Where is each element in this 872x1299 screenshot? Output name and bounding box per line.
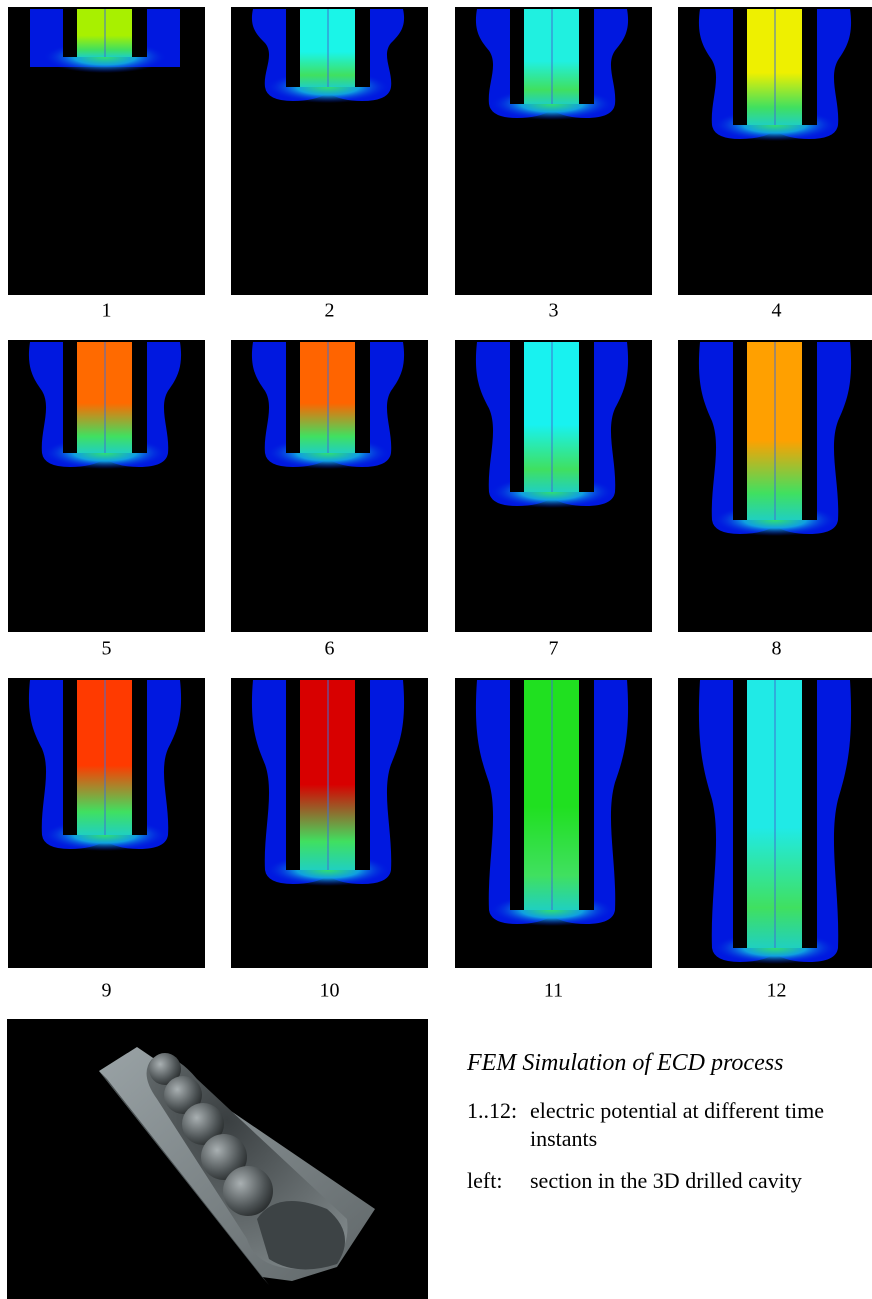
- caption-text: section in the 3D drilled cavity: [530, 1167, 872, 1195]
- gap: [510, 342, 524, 492]
- panel: [678, 678, 872, 968]
- gap: [733, 342, 747, 520]
- panel: [8, 7, 205, 295]
- panel-label: 4: [772, 300, 782, 322]
- gap: [733, 9, 747, 125]
- page: 123456789101112 FEM Simulation of ECD pr…: [0, 0, 872, 1299]
- panel-label: 12: [767, 980, 787, 1002]
- caption-text: electric potential at different time ins…: [530, 1097, 872, 1153]
- panel: [455, 678, 652, 968]
- panel-label: 7: [549, 638, 559, 660]
- gap: [132, 680, 147, 835]
- panel-label: 9: [102, 980, 112, 1002]
- gap: [355, 342, 370, 453]
- caption-title: FEM Simulation of ECD process: [467, 1050, 872, 1077]
- caption: FEM Simulation of ECD process 1..12: ele…: [467, 1050, 872, 1209]
- gap: [510, 680, 524, 910]
- panel: [455, 340, 652, 632]
- panel-label: 5: [102, 638, 112, 660]
- gap: [579, 9, 594, 104]
- panel-label: 11: [544, 980, 563, 1002]
- panel-label: 1: [102, 300, 112, 322]
- gap: [132, 9, 147, 57]
- gap: [286, 342, 300, 453]
- panel: [231, 340, 428, 632]
- panel-label: 2: [325, 300, 335, 322]
- gap: [802, 9, 817, 125]
- panel-label: 6: [325, 638, 335, 660]
- gap: [510, 9, 524, 104]
- gap: [63, 9, 77, 57]
- panel: [231, 7, 428, 295]
- gap: [733, 680, 747, 948]
- panel-label: 8: [772, 638, 782, 660]
- caption-item: 1..12: electric potential at different t…: [467, 1097, 872, 1153]
- panel: [8, 340, 205, 632]
- gap: [63, 342, 77, 453]
- panel: [678, 7, 872, 295]
- panel: [8, 678, 205, 968]
- gap: [286, 9, 300, 87]
- gap: [579, 342, 594, 492]
- gap: [132, 342, 147, 453]
- panel: [678, 340, 872, 632]
- caption-item: left: section in the 3D drilled cavity: [467, 1167, 872, 1195]
- cavity-3d-view: [7, 1019, 428, 1299]
- gap: [802, 680, 817, 948]
- caption-term: left:: [467, 1167, 530, 1195]
- panel-label: 3: [549, 300, 559, 322]
- gap: [355, 680, 370, 870]
- gap: [802, 342, 817, 520]
- gap: [63, 680, 77, 835]
- cavity-bulge: [223, 1166, 273, 1216]
- gap: [579, 680, 594, 910]
- panel: [231, 678, 428, 968]
- gap: [286, 680, 300, 870]
- panel-label: 10: [320, 980, 340, 1002]
- panel: [455, 7, 652, 295]
- gap: [355, 9, 370, 87]
- caption-term: 1..12:: [467, 1097, 530, 1153]
